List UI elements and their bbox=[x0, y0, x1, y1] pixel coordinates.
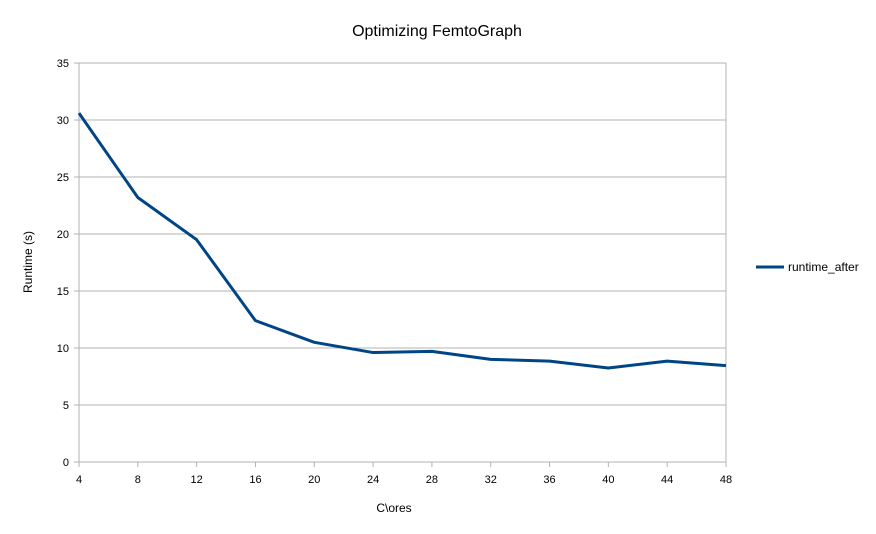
data-point-runtime-after-32 bbox=[489, 358, 492, 361]
legend: runtime_after bbox=[756, 260, 859, 274]
data-point-runtime-after-8 bbox=[136, 196, 139, 199]
data-point-runtime-after-36 bbox=[548, 360, 551, 363]
y-tick-label-5: 5 bbox=[63, 400, 69, 412]
x-tick-label-44: 44 bbox=[661, 474, 673, 486]
chart-title: Optimizing FemtoGraph bbox=[352, 23, 522, 40]
data-point-runtime-after-28 bbox=[430, 350, 433, 353]
y-tick-label-20: 20 bbox=[57, 229, 69, 241]
data-point-runtime-after-44 bbox=[666, 360, 669, 363]
y-tick-label-25: 25 bbox=[57, 172, 69, 184]
x-tick-label-36: 36 bbox=[543, 474, 555, 486]
x-tick-label-28: 28 bbox=[426, 474, 438, 486]
x-tick-label-16: 16 bbox=[249, 474, 261, 486]
x-tick-label-24: 24 bbox=[367, 474, 379, 486]
data-point-runtime-after-4 bbox=[78, 112, 81, 115]
data-point-runtime-after-12 bbox=[195, 238, 198, 241]
x-tick-label-32: 32 bbox=[485, 474, 497, 486]
gridlines bbox=[79, 62, 726, 463]
y-tick-label-10: 10 bbox=[57, 343, 69, 355]
x-tick-label-20: 20 bbox=[308, 474, 320, 486]
y-axis-title: Runtime (s) bbox=[21, 231, 35, 293]
y-tick-label-30: 30 bbox=[57, 115, 69, 127]
data-point-runtime-after-16 bbox=[254, 319, 257, 322]
y-tick-label-0: 0 bbox=[63, 457, 69, 469]
data-point-runtime-after-24 bbox=[372, 351, 375, 354]
data-point-runtime-after-20 bbox=[313, 341, 316, 344]
series-layer bbox=[77, 112, 728, 370]
x-tick-label-8: 8 bbox=[135, 474, 141, 486]
legend-label-runtime-after: runtime_after bbox=[788, 260, 859, 274]
x-tick-label-4: 4 bbox=[76, 474, 82, 486]
data-point-runtime-after-40 bbox=[607, 366, 610, 369]
x-tick-label-48: 48 bbox=[720, 474, 732, 486]
y-axis-ticks: 0 5 10 15 20 25 30 35 bbox=[57, 58, 79, 469]
series-line-runtime-after bbox=[77, 112, 727, 370]
plot-area-frame bbox=[78, 62, 727, 463]
data-point-runtime-after-48 bbox=[725, 364, 728, 367]
x-axis-title: C\ores bbox=[376, 501, 411, 515]
y-tick-label-35: 35 bbox=[57, 58, 69, 70]
x-tick-label-40: 40 bbox=[602, 474, 614, 486]
y-tick-label-15: 15 bbox=[57, 286, 69, 298]
x-axis-ticks: 4 8 12 16 20 24 28 32 36 40 44 48 bbox=[76, 462, 732, 486]
x-tick-label-12: 12 bbox=[191, 474, 203, 486]
